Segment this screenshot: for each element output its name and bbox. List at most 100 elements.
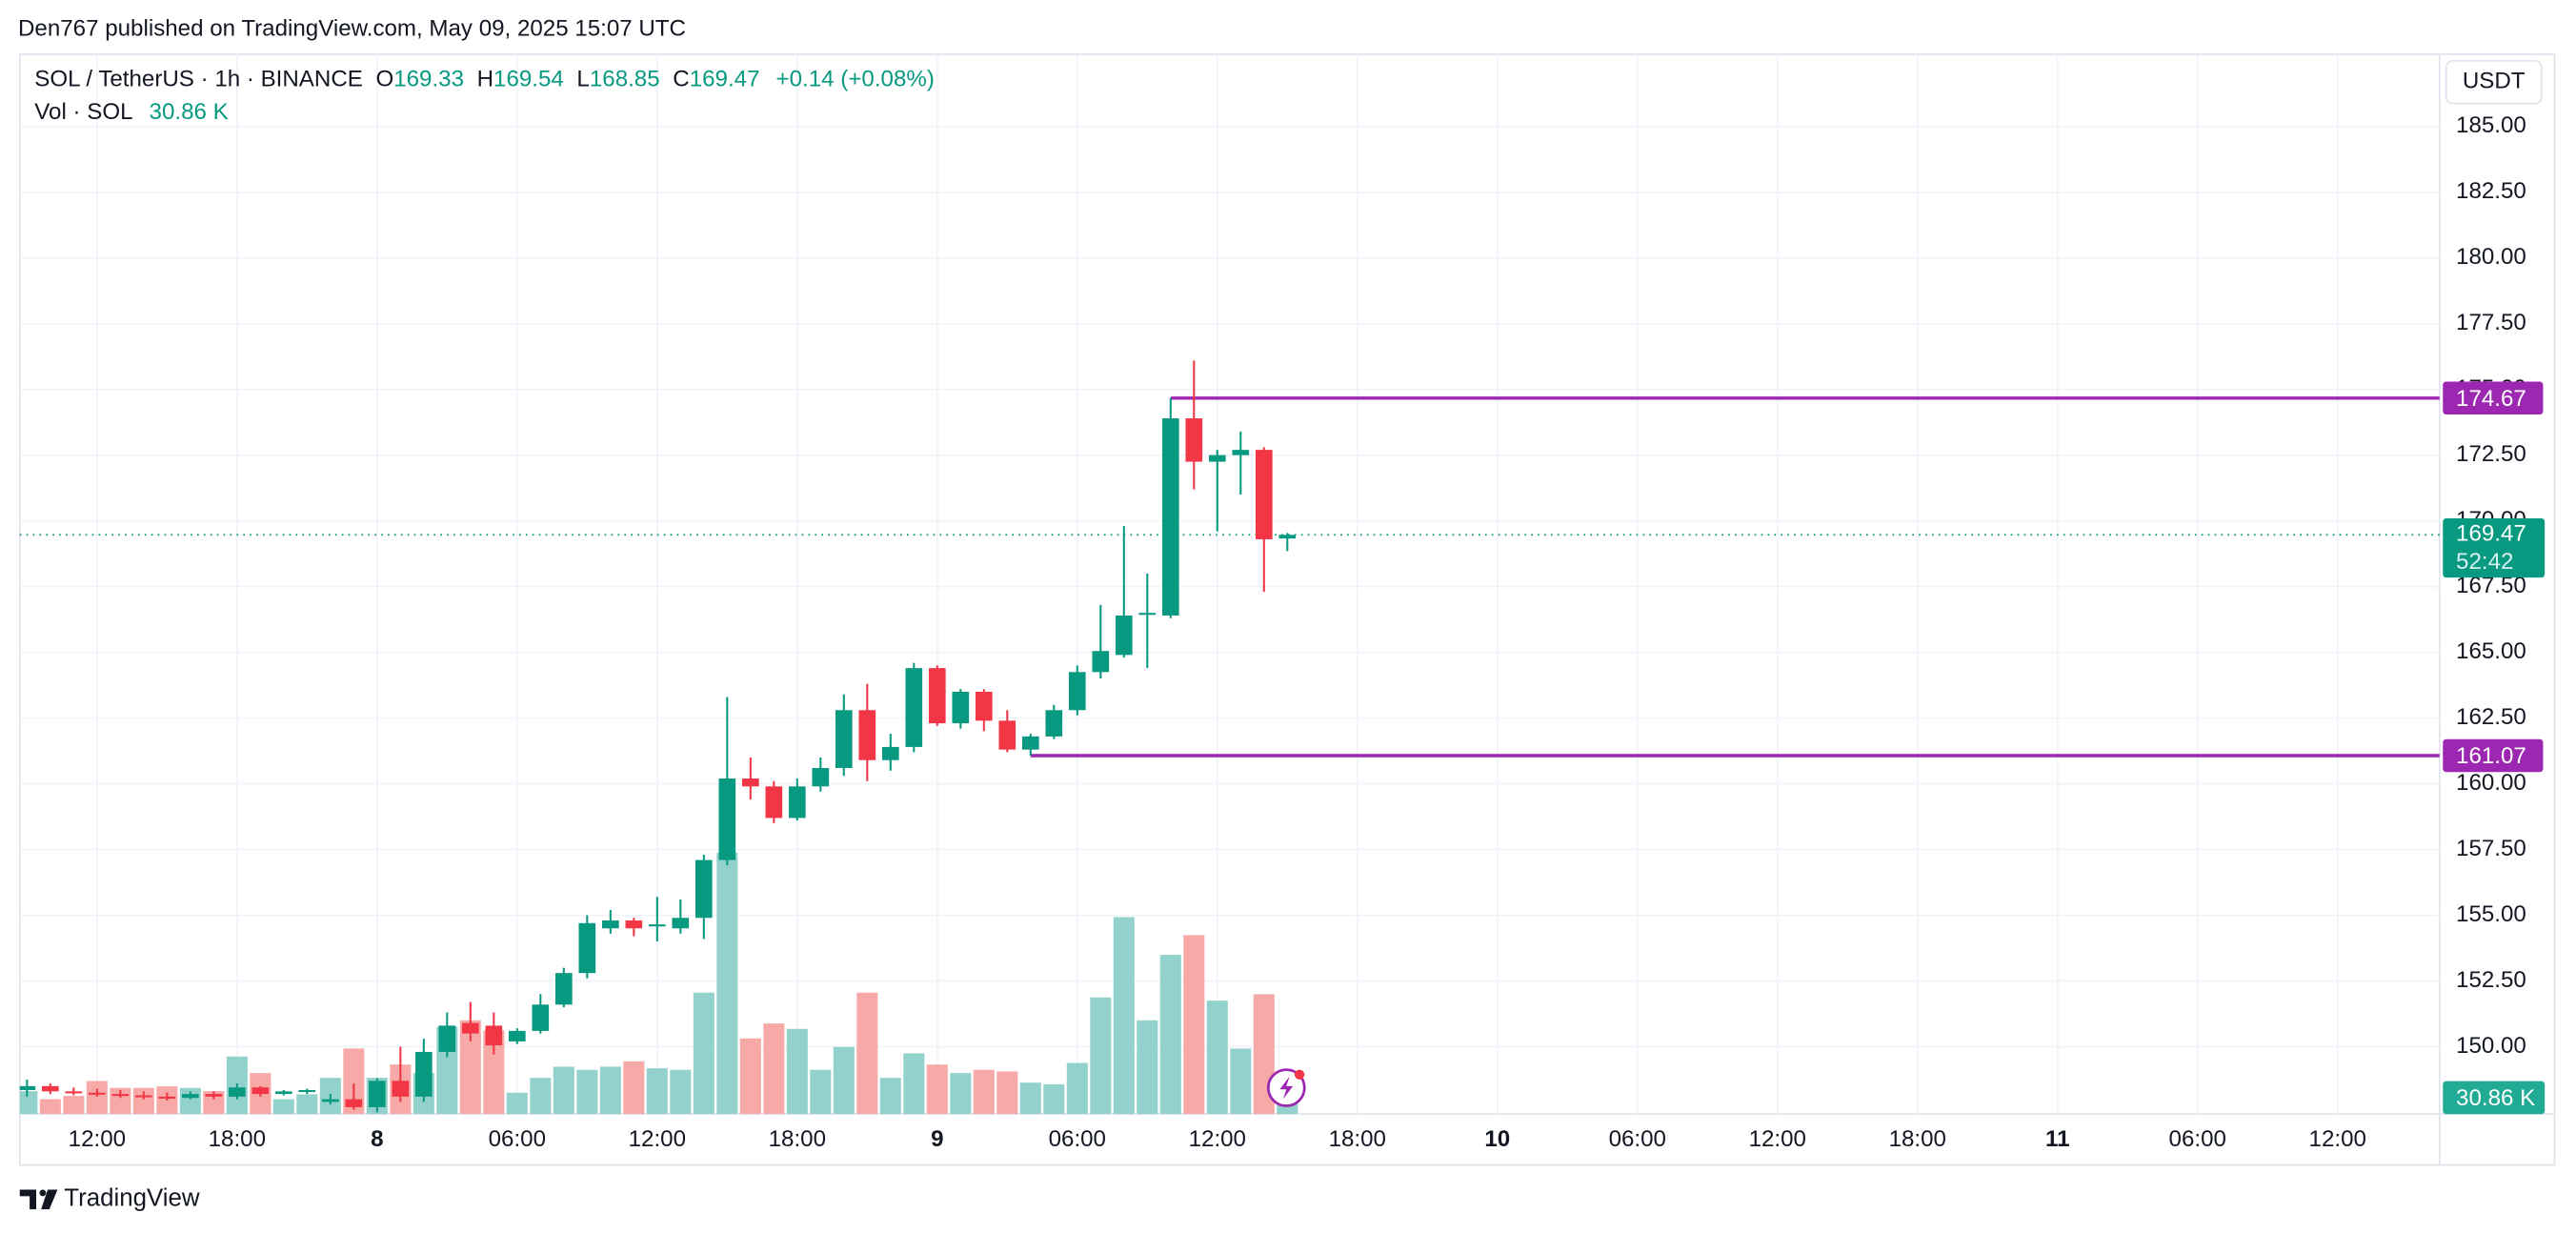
legend-l: L (576, 67, 589, 92)
candle-body (1161, 418, 1179, 616)
volume-bar (576, 1069, 598, 1115)
candle-body (835, 710, 853, 768)
x-tick-label: 18:00 (209, 1126, 266, 1152)
candle-body (625, 920, 643, 929)
volume-bar (530, 1078, 552, 1115)
legend-close: 169.47 (690, 67, 760, 92)
y-tick-label: 182.50 (2456, 178, 2526, 204)
hline-label: 161.07 (2456, 743, 2526, 769)
candle-body (812, 767, 830, 787)
candle-body (275, 1091, 292, 1095)
volume-bar (996, 1071, 1018, 1115)
volume-bar (1183, 935, 1205, 1115)
candle-body (89, 1092, 106, 1095)
candle-body (952, 691, 970, 724)
hline-label-box (2443, 738, 2544, 773)
candle-body (42, 1085, 59, 1092)
volume-bar (1043, 1083, 1065, 1115)
volume-label-box (2443, 1081, 2546, 1115)
candle-body (345, 1099, 363, 1107)
axis-labels: 150.00 152.50 155.00 157.50 160.00 162.50 165.… (69, 112, 2546, 1152)
candle-body (415, 1051, 433, 1097)
candle-body (1278, 535, 1297, 539)
symbol: SOL / TetherUS · 1h · BINANCE (34, 67, 363, 92)
tradingview-logo (19, 1189, 58, 1210)
candle-body (788, 786, 806, 819)
candle-body (298, 1089, 316, 1093)
y-tick-label: 160.00 (2456, 770, 2526, 796)
y-tick-label: 177.50 (2456, 310, 2526, 335)
y-tick-label: 165.00 (2456, 638, 2526, 664)
candle-body (392, 1081, 410, 1097)
x-tick-label: 11 (2045, 1126, 2070, 1152)
volume-bar (670, 1069, 692, 1115)
currency[interactable]: USDT (2463, 69, 2526, 94)
volume-bar (623, 1061, 645, 1115)
y-tick-label: 172.50 (2456, 441, 2526, 467)
hline-label: 174.67 (2456, 386, 2526, 412)
candle-body (765, 786, 783, 819)
chart-frame (18, 53, 2556, 1166)
x-tick-label: 18:00 (769, 1126, 826, 1152)
legend-h: H (477, 67, 493, 92)
volume-bar (203, 1091, 225, 1115)
legend-o: O (375, 67, 393, 92)
candle-body (975, 691, 993, 721)
candle-body (928, 668, 946, 724)
candle-body (555, 973, 573, 1005)
candle-body (1138, 613, 1157, 616)
x-tick-label: 06:00 (2169, 1126, 2226, 1152)
currency-button[interactable] (2445, 59, 2543, 105)
volume-axis-label: 30.86 K (2456, 1085, 2535, 1111)
volume-bar (1137, 1020, 1158, 1115)
x-tick-label: 12:00 (629, 1126, 686, 1152)
volume-bar (506, 1092, 528, 1115)
candle-body (905, 668, 923, 747)
publish-header: Den767 published on TradingView.com, May… (18, 15, 686, 41)
candle-body (1255, 450, 1273, 539)
volume-bar (973, 1069, 995, 1115)
volume-pane (19, 852, 1298, 1115)
candle-body (158, 1096, 176, 1099)
candle-body (649, 924, 666, 927)
candles (19, 360, 1297, 1113)
x-tick-label: 12:00 (2309, 1126, 2366, 1152)
candle-body (229, 1087, 246, 1097)
candle-body (741, 778, 759, 787)
volume-bar (483, 1030, 505, 1115)
volume-bar (950, 1073, 972, 1115)
y-tick-label: 150.00 (2456, 1033, 2526, 1059)
x-tick-label: 8 (371, 1126, 383, 1152)
x-tick-label: 18:00 (1889, 1126, 1946, 1152)
volume-bar (1066, 1062, 1088, 1115)
legend: SOL / TetherUS · 1h · BINANCE O169.33 H 1… (34, 67, 935, 92)
volume-bar (1113, 917, 1135, 1115)
candle-body (998, 720, 1016, 750)
volume-bar (879, 1078, 901, 1115)
candle-body (205, 1094, 223, 1097)
candle-body (672, 918, 690, 929)
footer-brand: TradingView (64, 1185, 200, 1212)
volume-bar (272, 1099, 294, 1115)
legend-c: C (673, 67, 689, 92)
legend-open: 169.33 (393, 67, 464, 92)
volume-bar (343, 1048, 365, 1115)
y-tick-label: 162.50 (2456, 704, 2526, 730)
candle-body (252, 1087, 270, 1095)
candle-body (578, 922, 596, 974)
candle-body (111, 1094, 130, 1097)
x-tick-label: 12:00 (1749, 1126, 1806, 1152)
grid (19, 53, 2440, 1115)
candle-body (19, 1085, 36, 1090)
candle-body (1232, 450, 1250, 455)
candle-body (881, 746, 899, 760)
candle-body (509, 1030, 526, 1041)
volume-bar (459, 1020, 481, 1115)
candle-body (1045, 710, 1063, 737)
legend-change: +0.14 (+0.08%) (776, 67, 935, 92)
candle-body (718, 778, 736, 860)
candle-body (438, 1025, 456, 1052)
x-tick-label: 06:00 (489, 1126, 546, 1152)
candle-body (182, 1094, 199, 1099)
